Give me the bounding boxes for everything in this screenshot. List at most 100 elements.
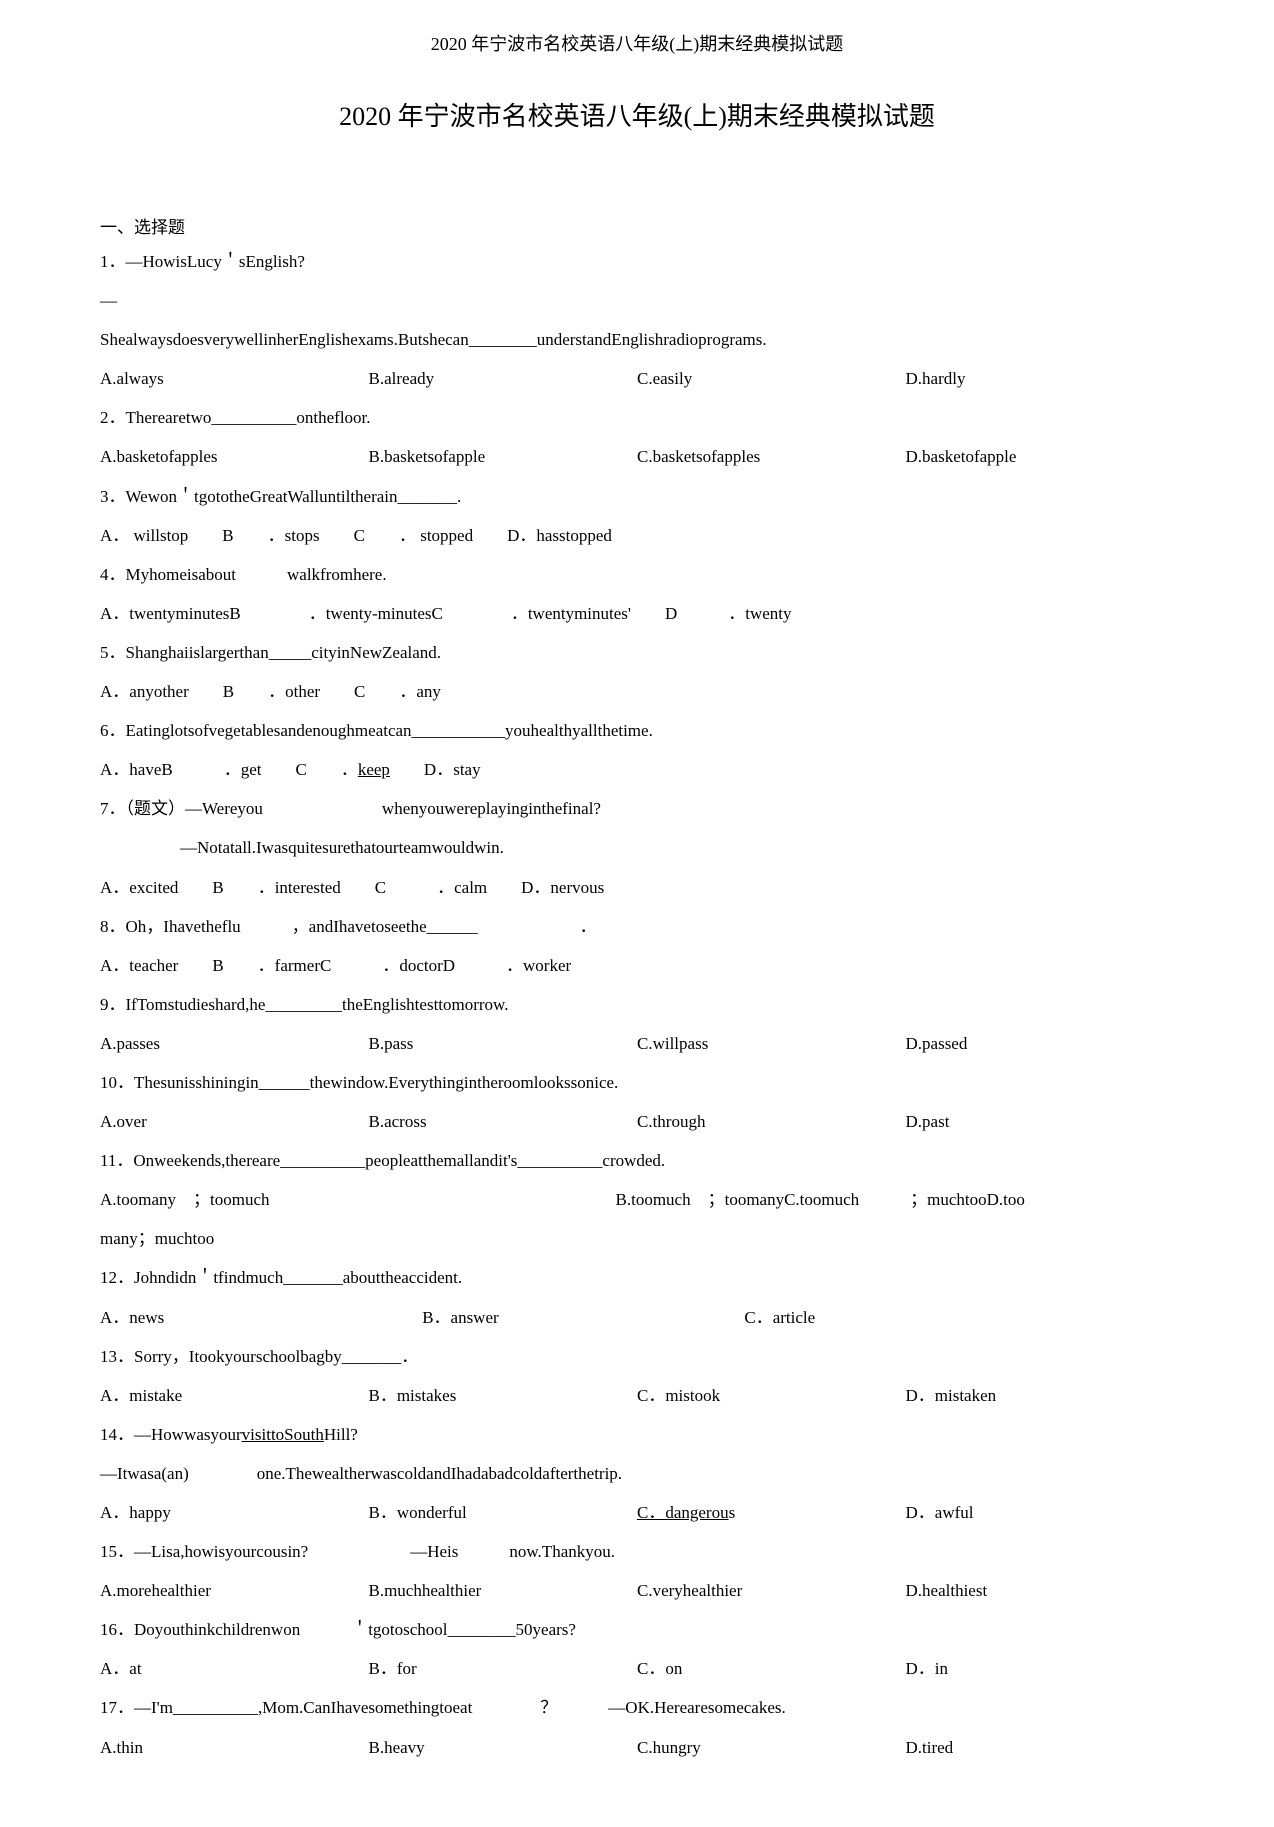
q14-t2: visittoSouth: [242, 1425, 324, 1444]
q15-line: 15．—Lisa,howisyourcousin? —Heis now.Than…: [100, 1532, 1174, 1571]
q13-num: 13．: [100, 1347, 134, 1366]
q1-opt-c: C.easily: [637, 359, 906, 398]
q7-text: （题文）—Wereyou whenyouwereplayinginthefina…: [126, 799, 601, 818]
q1-text1: —HowisLucy＇sEnglish?: [126, 252, 305, 271]
q13-opt-c: C．mistook: [637, 1376, 906, 1415]
q4-options: A．twentyminutesB ．twenty-minutesC ．twent…: [100, 594, 1174, 633]
q14-line2: —Itwasa(an) one.ThewealtherwascoldandIha…: [100, 1454, 1174, 1493]
q14-t3: Hill?: [324, 1425, 358, 1444]
q3-options: A． willstop B ．stops C ． stopped D．hasst…: [100, 516, 1174, 555]
q8-num: 8．: [100, 917, 126, 936]
q17-opt-d: D.tired: [906, 1728, 1175, 1767]
q2-opt-d: D.basketofapple: [906, 437, 1175, 476]
q17-options: A.thin B.heavy C.hungry D.tired: [100, 1728, 1174, 1767]
q17-num: 17．: [100, 1698, 134, 1717]
q1-opt-b: B.already: [369, 359, 638, 398]
q7-options: A．excited B ．interested C ．calm D．nervou…: [100, 868, 1174, 907]
q15-opt-a: A.morehealthier: [100, 1571, 369, 1610]
q4-num: 4．: [100, 565, 126, 584]
q12-opt-c: C．article: [744, 1298, 1174, 1337]
q10-num: 10．: [100, 1073, 134, 1092]
q14-options: A．happy B．wonderful C．dangerous D．awful: [100, 1493, 1174, 1532]
q15-options: A.morehealthier B.muchhealthier C.veryhe…: [100, 1571, 1174, 1610]
q9-opt-d: D.passed: [906, 1024, 1175, 1063]
q17-opt-c: C.hungry: [637, 1728, 906, 1767]
q1-line3: ShealwaysdoesverywellinherEnglishexams.B…: [100, 320, 1174, 359]
q15-opt-c: C.veryhealthier: [637, 1571, 906, 1610]
q11-text: Onweekends,thereare__________peopleatthe…: [133, 1151, 665, 1170]
q15-num: 15．: [100, 1542, 134, 1561]
q2-num: 2．: [100, 408, 126, 427]
q9-opt-a: A.passes: [100, 1024, 369, 1063]
q16-line: 16．Doyouthinkchildrenwon ＇tgotoschool___…: [100, 1610, 1174, 1649]
q16-opt-b: B．for: [369, 1649, 638, 1688]
q7-num: 7．: [100, 799, 126, 818]
q4-text: Myhomeisabout walkfromhere.: [126, 565, 387, 584]
q14-opt-d: D．awful: [906, 1493, 1175, 1532]
q14-c-u: C．dangerou: [637, 1503, 729, 1522]
q6-rest: D．stay: [390, 760, 481, 779]
q11-line: 11．Onweekends,thereare__________peopleat…: [100, 1141, 1174, 1180]
q6-line: 6．Eatinglotsofvegetablesandenoughmeatcan…: [100, 711, 1174, 750]
q12-opt-b: B．answer: [422, 1298, 744, 1337]
q9-options: A.passes B.pass C.willpass D.passed: [100, 1024, 1174, 1063]
q3-line: 3．Wewon＇tgototheGreatWalluntiltherain___…: [100, 477, 1174, 516]
q11-opt-b: B.toomuch ；toomanyC.toomuch ；muchtooD.to…: [616, 1180, 1025, 1219]
q2-opt-b: B.basketsofapple: [369, 437, 638, 476]
q10-opt-a: A.over: [100, 1102, 369, 1141]
q3-text: Wewon＇tgototheGreatWalluntiltherain_____…: [126, 487, 462, 506]
q15-opt-d: D.healthiest: [906, 1571, 1175, 1610]
q6-opts1: A．haveB ．get C ．: [100, 760, 358, 779]
q6-options: A．haveB ．get C ．keep D．stay: [100, 750, 1174, 789]
section-heading: 一、选择题: [100, 213, 1174, 238]
q1-options: A.always B.already C.easily D.hardly: [100, 359, 1174, 398]
q6-text: Eatinglotsofvegetablesandenoughmeatcan__…: [126, 721, 653, 740]
q12-line: 12．Johndidn＇tfindmuch_______abouttheacci…: [100, 1258, 1174, 1297]
q13-opt-d: D．mistaken: [906, 1376, 1175, 1415]
q10-opt-b: B.across: [369, 1102, 638, 1141]
q11-num: 11．: [100, 1151, 133, 1170]
q10-opt-d: D.past: [906, 1102, 1175, 1141]
q4-line: 4．Myhomeisabout walkfromhere.: [100, 555, 1174, 594]
q10-line: 10．Thesunisshiningin______thewindow.Ever…: [100, 1063, 1174, 1102]
q8-options: A．teacher B ．farmerC ．doctorD ．worker: [100, 946, 1174, 985]
q14-t1: —Howwasyour: [134, 1425, 242, 1444]
q16-opt-d: D．in: [906, 1649, 1175, 1688]
q16-opt-a: A．at: [100, 1649, 369, 1688]
q16-options: A．at B．for C．on D．in: [100, 1649, 1174, 1688]
q10-opt-c: C.through: [637, 1102, 906, 1141]
q16-num: 16．: [100, 1620, 134, 1639]
q17-opt-b: B.heavy: [369, 1728, 638, 1767]
q16-text: Doyouthinkchildrenwon ＇tgotoschool______…: [134, 1620, 576, 1639]
q2-opt-a: A.basketofapples: [100, 437, 369, 476]
q15-text: —Lisa,howisyourcousin? —Heis now.Thankyo…: [134, 1542, 615, 1561]
q14-c-s: s: [729, 1503, 736, 1522]
q5-line: 5．Shanghaiislargerthan_____cityinNewZeal…: [100, 633, 1174, 672]
q15-opt-b: B.muchhealthier: [369, 1571, 638, 1610]
q6-keep: keep: [358, 760, 390, 779]
q16-opt-c: C．on: [637, 1649, 906, 1688]
q8-text: Oh，Ihavetheflu ，andIhavetoseethe______ ．: [126, 917, 597, 936]
q3-opts1: A． willstop B ．: [100, 526, 285, 545]
q13-opt-a: A．mistake: [100, 1376, 369, 1415]
q9-opt-b: B.pass: [369, 1024, 638, 1063]
q10-options: A.over B.across C.through D.past: [100, 1102, 1174, 1141]
q9-text: IfTomstudieshard,he_________theEnglishte…: [126, 995, 509, 1014]
q12-text: Johndidn＇tfindmuch_______abouttheacciden…: [134, 1268, 462, 1287]
page-title: 2020 年宁波市名校英语八年级(上)期末经典模拟试题: [100, 96, 1174, 133]
q11-opt-a: A.toomany ；toomuch: [100, 1180, 616, 1219]
q7-line: 7．（题文）—Wereyou whenyouwereplayinginthefi…: [100, 789, 1174, 828]
q10-text: Thesunisshiningin______thewindow.Everyth…: [134, 1073, 618, 1092]
q12-opt-a: A．news: [100, 1298, 422, 1337]
q6-num: 6．: [100, 721, 126, 740]
q5-text: Shanghaiislargerthan_____cityinNewZealan…: [126, 643, 442, 662]
q17-text: —I'm__________,Mom.CanIhavesomethingtoea…: [134, 1698, 786, 1717]
q17-line: 17．—I'm__________,Mom.CanIhavesomethingt…: [100, 1688, 1174, 1727]
q14-num: 14．: [100, 1425, 134, 1444]
q12-num: 12．: [100, 1268, 134, 1287]
q13-line: 13．Sorry，Itookyourschoolbagby_______．: [100, 1337, 1174, 1376]
q8-line: 8．Oh，Ihavetheflu ，andIhavetoseethe______…: [100, 907, 1174, 946]
q11-line3: many；muchtoo: [100, 1219, 1174, 1258]
q9-line: 9．IfTomstudieshard,he_________theEnglish…: [100, 985, 1174, 1024]
q7-line2: —Notatall.Iwasquitesurethatourteamwouldw…: [100, 828, 1174, 867]
